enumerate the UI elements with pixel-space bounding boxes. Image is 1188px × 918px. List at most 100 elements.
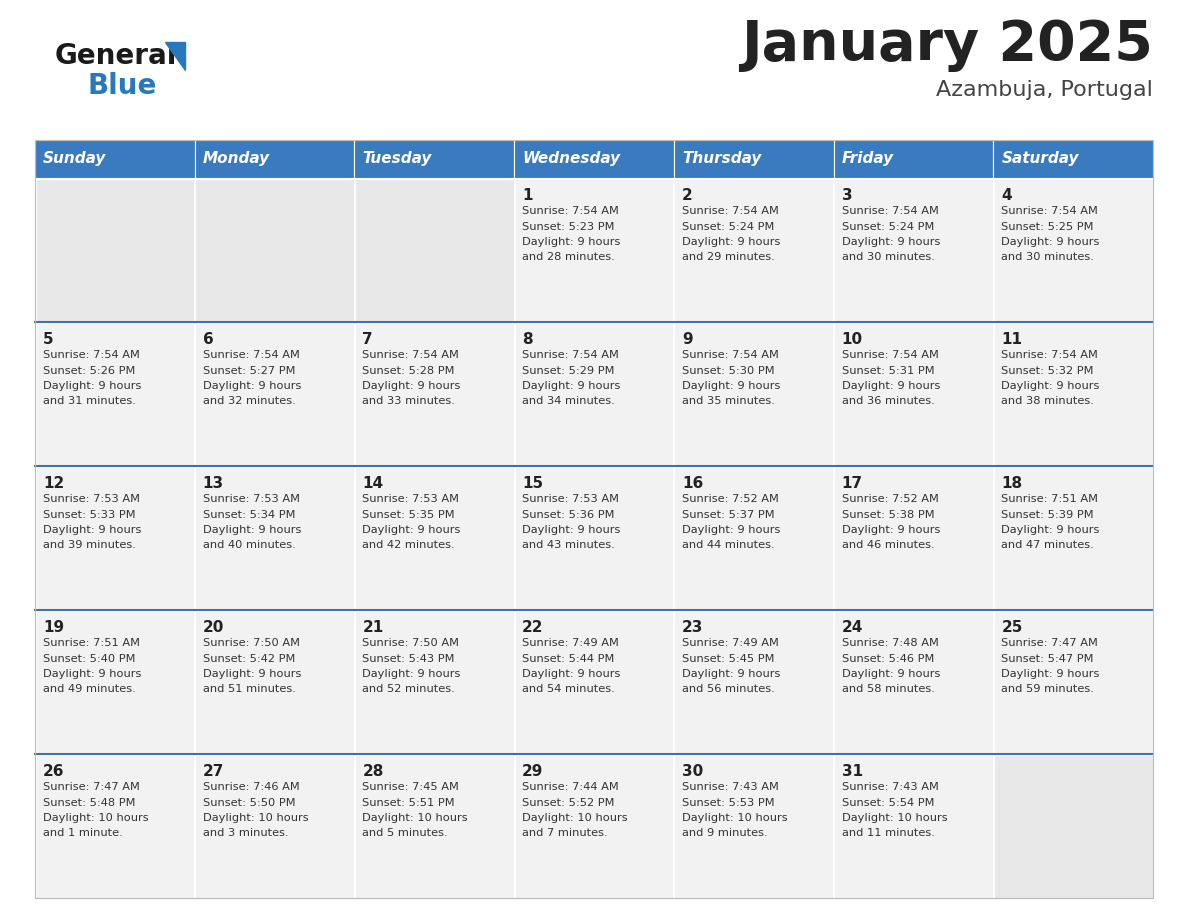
Text: Sunset: 5:34 PM: Sunset: 5:34 PM [203, 509, 295, 520]
Text: 13: 13 [203, 476, 223, 491]
Text: and 39 minutes.: and 39 minutes. [43, 541, 135, 551]
Bar [514, 322, 674, 465]
Text: 24: 24 [841, 620, 862, 635]
Text: and 33 minutes.: and 33 minutes. [362, 397, 455, 407]
Text: and 9 minutes.: and 9 minutes. [682, 829, 767, 838]
Bar [675, 610, 833, 754]
Text: and 46 minutes.: and 46 minutes. [841, 541, 934, 551]
Bar [675, 466, 833, 610]
Bar [514, 140, 674, 178]
Bar [514, 466, 674, 610]
Text: Sunrise: 7:54 AM: Sunrise: 7:54 AM [523, 350, 619, 360]
Bar [195, 322, 354, 465]
Bar [675, 755, 833, 898]
Text: Daylight: 10 hours: Daylight: 10 hours [362, 813, 468, 823]
Text: and 29 minutes.: and 29 minutes. [682, 252, 775, 263]
Text: Sunrise: 7:54 AM: Sunrise: 7:54 AM [43, 350, 140, 360]
Bar [195, 178, 354, 321]
Text: Daylight: 9 hours: Daylight: 9 hours [43, 525, 141, 535]
Bar [195, 140, 354, 178]
Text: Daylight: 9 hours: Daylight: 9 hours [682, 381, 781, 391]
Text: Daylight: 10 hours: Daylight: 10 hours [523, 813, 627, 823]
Text: and 54 minutes.: and 54 minutes. [523, 685, 615, 695]
Text: Wednesday: Wednesday [523, 151, 620, 166]
Text: and 59 minutes.: and 59 minutes. [1001, 685, 1094, 695]
Text: Daylight: 9 hours: Daylight: 9 hours [1001, 381, 1100, 391]
Text: General: General [55, 42, 177, 70]
Text: Daylight: 9 hours: Daylight: 9 hours [203, 525, 301, 535]
Text: Sunrise: 7:54 AM: Sunrise: 7:54 AM [523, 206, 619, 216]
Text: and 32 minutes.: and 32 minutes. [203, 397, 296, 407]
Text: Daylight: 10 hours: Daylight: 10 hours [682, 813, 788, 823]
Text: Sunrise: 7:54 AM: Sunrise: 7:54 AM [1001, 206, 1098, 216]
Text: Daylight: 9 hours: Daylight: 9 hours [362, 525, 461, 535]
Bar [994, 322, 1152, 465]
Polygon shape [165, 42, 185, 70]
Text: Sunset: 5:47 PM: Sunset: 5:47 PM [1001, 654, 1094, 664]
Text: Daylight: 9 hours: Daylight: 9 hours [682, 525, 781, 535]
Bar [675, 178, 833, 321]
Text: Daylight: 9 hours: Daylight: 9 hours [523, 669, 620, 679]
Text: Sunset: 5:42 PM: Sunset: 5:42 PM [203, 654, 295, 664]
Text: Daylight: 10 hours: Daylight: 10 hours [43, 813, 148, 823]
Text: and 44 minutes.: and 44 minutes. [682, 541, 775, 551]
Text: 3: 3 [841, 188, 852, 203]
Text: Sunrise: 7:54 AM: Sunrise: 7:54 AM [682, 350, 778, 360]
Text: Daylight: 10 hours: Daylight: 10 hours [203, 813, 309, 823]
Text: Sunset: 5:48 PM: Sunset: 5:48 PM [43, 798, 135, 808]
Text: 23: 23 [682, 620, 703, 635]
Text: and 28 minutes.: and 28 minutes. [523, 252, 615, 263]
Text: Daylight: 10 hours: Daylight: 10 hours [841, 813, 947, 823]
Text: Sunrise: 7:54 AM: Sunrise: 7:54 AM [841, 350, 939, 360]
Bar [34, 140, 195, 178]
Text: Daylight: 9 hours: Daylight: 9 hours [43, 669, 141, 679]
Text: Daylight: 9 hours: Daylight: 9 hours [362, 669, 461, 679]
Text: Sunset: 5:43 PM: Sunset: 5:43 PM [362, 654, 455, 664]
Text: Monday: Monday [203, 151, 270, 166]
Bar [36, 322, 194, 465]
Bar [36, 755, 194, 898]
Text: Sunrise: 7:53 AM: Sunrise: 7:53 AM [523, 494, 619, 504]
Text: Sunset: 5:24 PM: Sunset: 5:24 PM [682, 221, 775, 231]
Text: Sunrise: 7:54 AM: Sunrise: 7:54 AM [1001, 350, 1098, 360]
Text: and 34 minutes.: and 34 minutes. [523, 397, 615, 407]
Text: Sunrise: 7:47 AM: Sunrise: 7:47 AM [1001, 638, 1098, 648]
Text: 7: 7 [362, 332, 373, 347]
Text: Daylight: 9 hours: Daylight: 9 hours [362, 381, 461, 391]
Text: Sunset: 5:33 PM: Sunset: 5:33 PM [43, 509, 135, 520]
Text: Sunrise: 7:49 AM: Sunrise: 7:49 AM [523, 638, 619, 648]
Text: Sunrise: 7:50 AM: Sunrise: 7:50 AM [203, 638, 299, 648]
Text: and 49 minutes.: and 49 minutes. [43, 685, 135, 695]
Text: 6: 6 [203, 332, 214, 347]
Text: Sunrise: 7:54 AM: Sunrise: 7:54 AM [841, 206, 939, 216]
Text: Tuesday: Tuesday [362, 151, 431, 166]
Text: Sunrise: 7:50 AM: Sunrise: 7:50 AM [362, 638, 460, 648]
Text: 17: 17 [841, 476, 862, 491]
Text: Sunset: 5:23 PM: Sunset: 5:23 PM [523, 221, 614, 231]
Text: Sunset: 5:46 PM: Sunset: 5:46 PM [841, 654, 934, 664]
Text: Sunrise: 7:51 AM: Sunrise: 7:51 AM [1001, 494, 1098, 504]
Text: Daylight: 9 hours: Daylight: 9 hours [841, 381, 940, 391]
Text: 16: 16 [682, 476, 703, 491]
Text: and 52 minutes.: and 52 minutes. [362, 685, 455, 695]
Text: and 3 minutes.: and 3 minutes. [203, 829, 289, 838]
Bar [994, 755, 1152, 898]
Text: Daylight: 9 hours: Daylight: 9 hours [523, 237, 620, 247]
Text: Sunset: 5:51 PM: Sunset: 5:51 PM [362, 798, 455, 808]
Text: and 56 minutes.: and 56 minutes. [682, 685, 775, 695]
Text: Sunset: 5:32 PM: Sunset: 5:32 PM [1001, 365, 1094, 375]
Bar [675, 322, 833, 465]
Text: Daylight: 9 hours: Daylight: 9 hours [523, 525, 620, 535]
Text: Thursday: Thursday [682, 151, 762, 166]
Text: Daylight: 9 hours: Daylight: 9 hours [523, 381, 620, 391]
Text: and 38 minutes.: and 38 minutes. [1001, 397, 1094, 407]
Text: and 42 minutes.: and 42 minutes. [362, 541, 455, 551]
Text: Saturday: Saturday [1001, 151, 1079, 166]
Text: Daylight: 9 hours: Daylight: 9 hours [841, 525, 940, 535]
Bar [36, 610, 194, 754]
Bar [195, 466, 354, 610]
Text: Sunrise: 7:54 AM: Sunrise: 7:54 AM [362, 350, 460, 360]
Text: Sunset: 5:26 PM: Sunset: 5:26 PM [43, 365, 135, 375]
Bar [834, 322, 993, 465]
Bar [994, 466, 1152, 610]
